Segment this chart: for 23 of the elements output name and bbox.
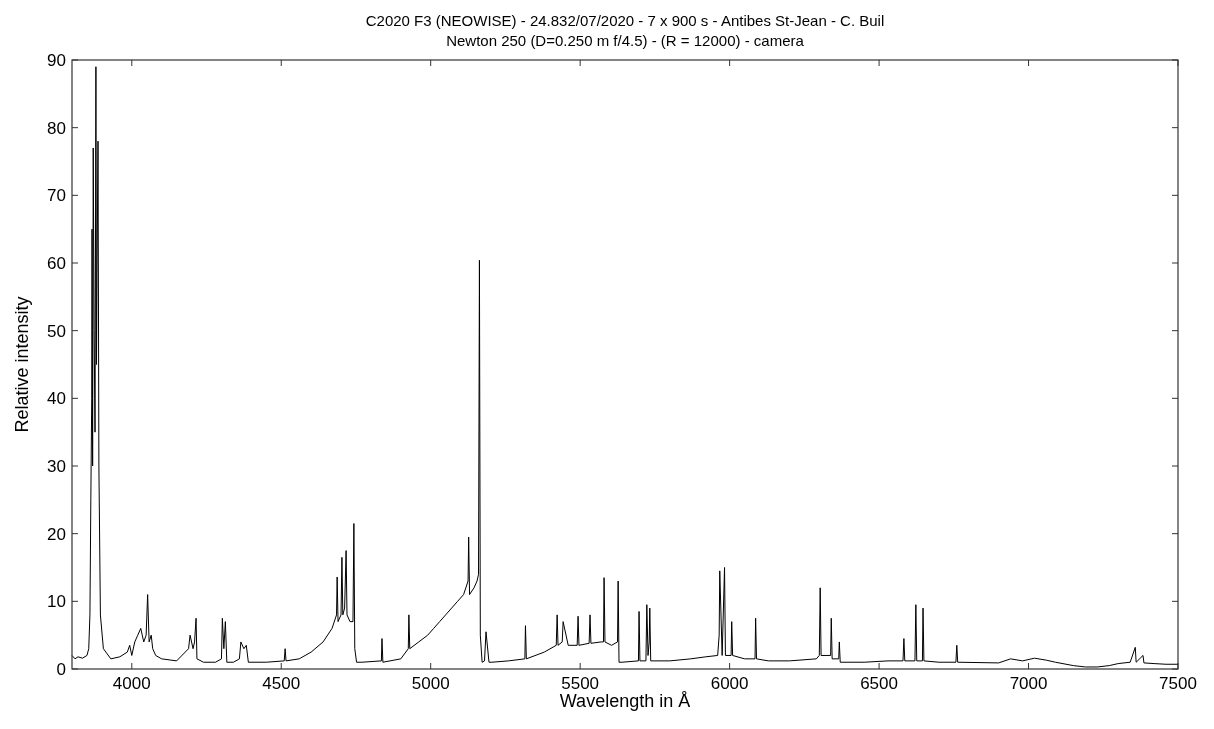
y-axis-title: Relative intensity bbox=[12, 296, 32, 433]
y-tick-label: 30 bbox=[47, 457, 66, 476]
x-axis-title: Wavelength in Å bbox=[559, 691, 691, 711]
y-tick-label: 60 bbox=[47, 254, 66, 273]
line-series bbox=[71, 66, 1179, 668]
x-tick-label: 7500 bbox=[1159, 674, 1197, 693]
x-tick-label: 6500 bbox=[860, 674, 898, 693]
y-tick-label: 80 bbox=[47, 118, 66, 138]
chart-subtitle: Newton 250 (D=0.250 m f/4.5) - (R = 12000) - camera bbox=[446, 32, 805, 49]
y-tick-label: 40 bbox=[47, 389, 66, 409]
y-tick-label: 20 bbox=[47, 524, 66, 544]
y-tick-label: 0 bbox=[56, 660, 66, 679]
chart-title: C2020 F3 (NEOWISE) - 24.832/07/2020 - 7 x 900 s - Antibes St-Jean - C. Buil bbox=[365, 12, 885, 29]
x-tick-label: 4500 bbox=[262, 674, 301, 693]
y-tick-label: 10 bbox=[47, 592, 66, 612]
x-tick-label: 5000 bbox=[411, 674, 450, 693]
y-tick-label: 70 bbox=[47, 186, 66, 206]
x-tick-label: 4000 bbox=[112, 674, 151, 693]
y-tick-label: 50 bbox=[47, 321, 66, 341]
x-tick-label: 6000 bbox=[710, 674, 749, 693]
x-tick-label: 5500 bbox=[561, 674, 600, 693]
x-tick-label: 7000 bbox=[1009, 674, 1048, 693]
y-tick-label: 90 bbox=[47, 51, 66, 70]
